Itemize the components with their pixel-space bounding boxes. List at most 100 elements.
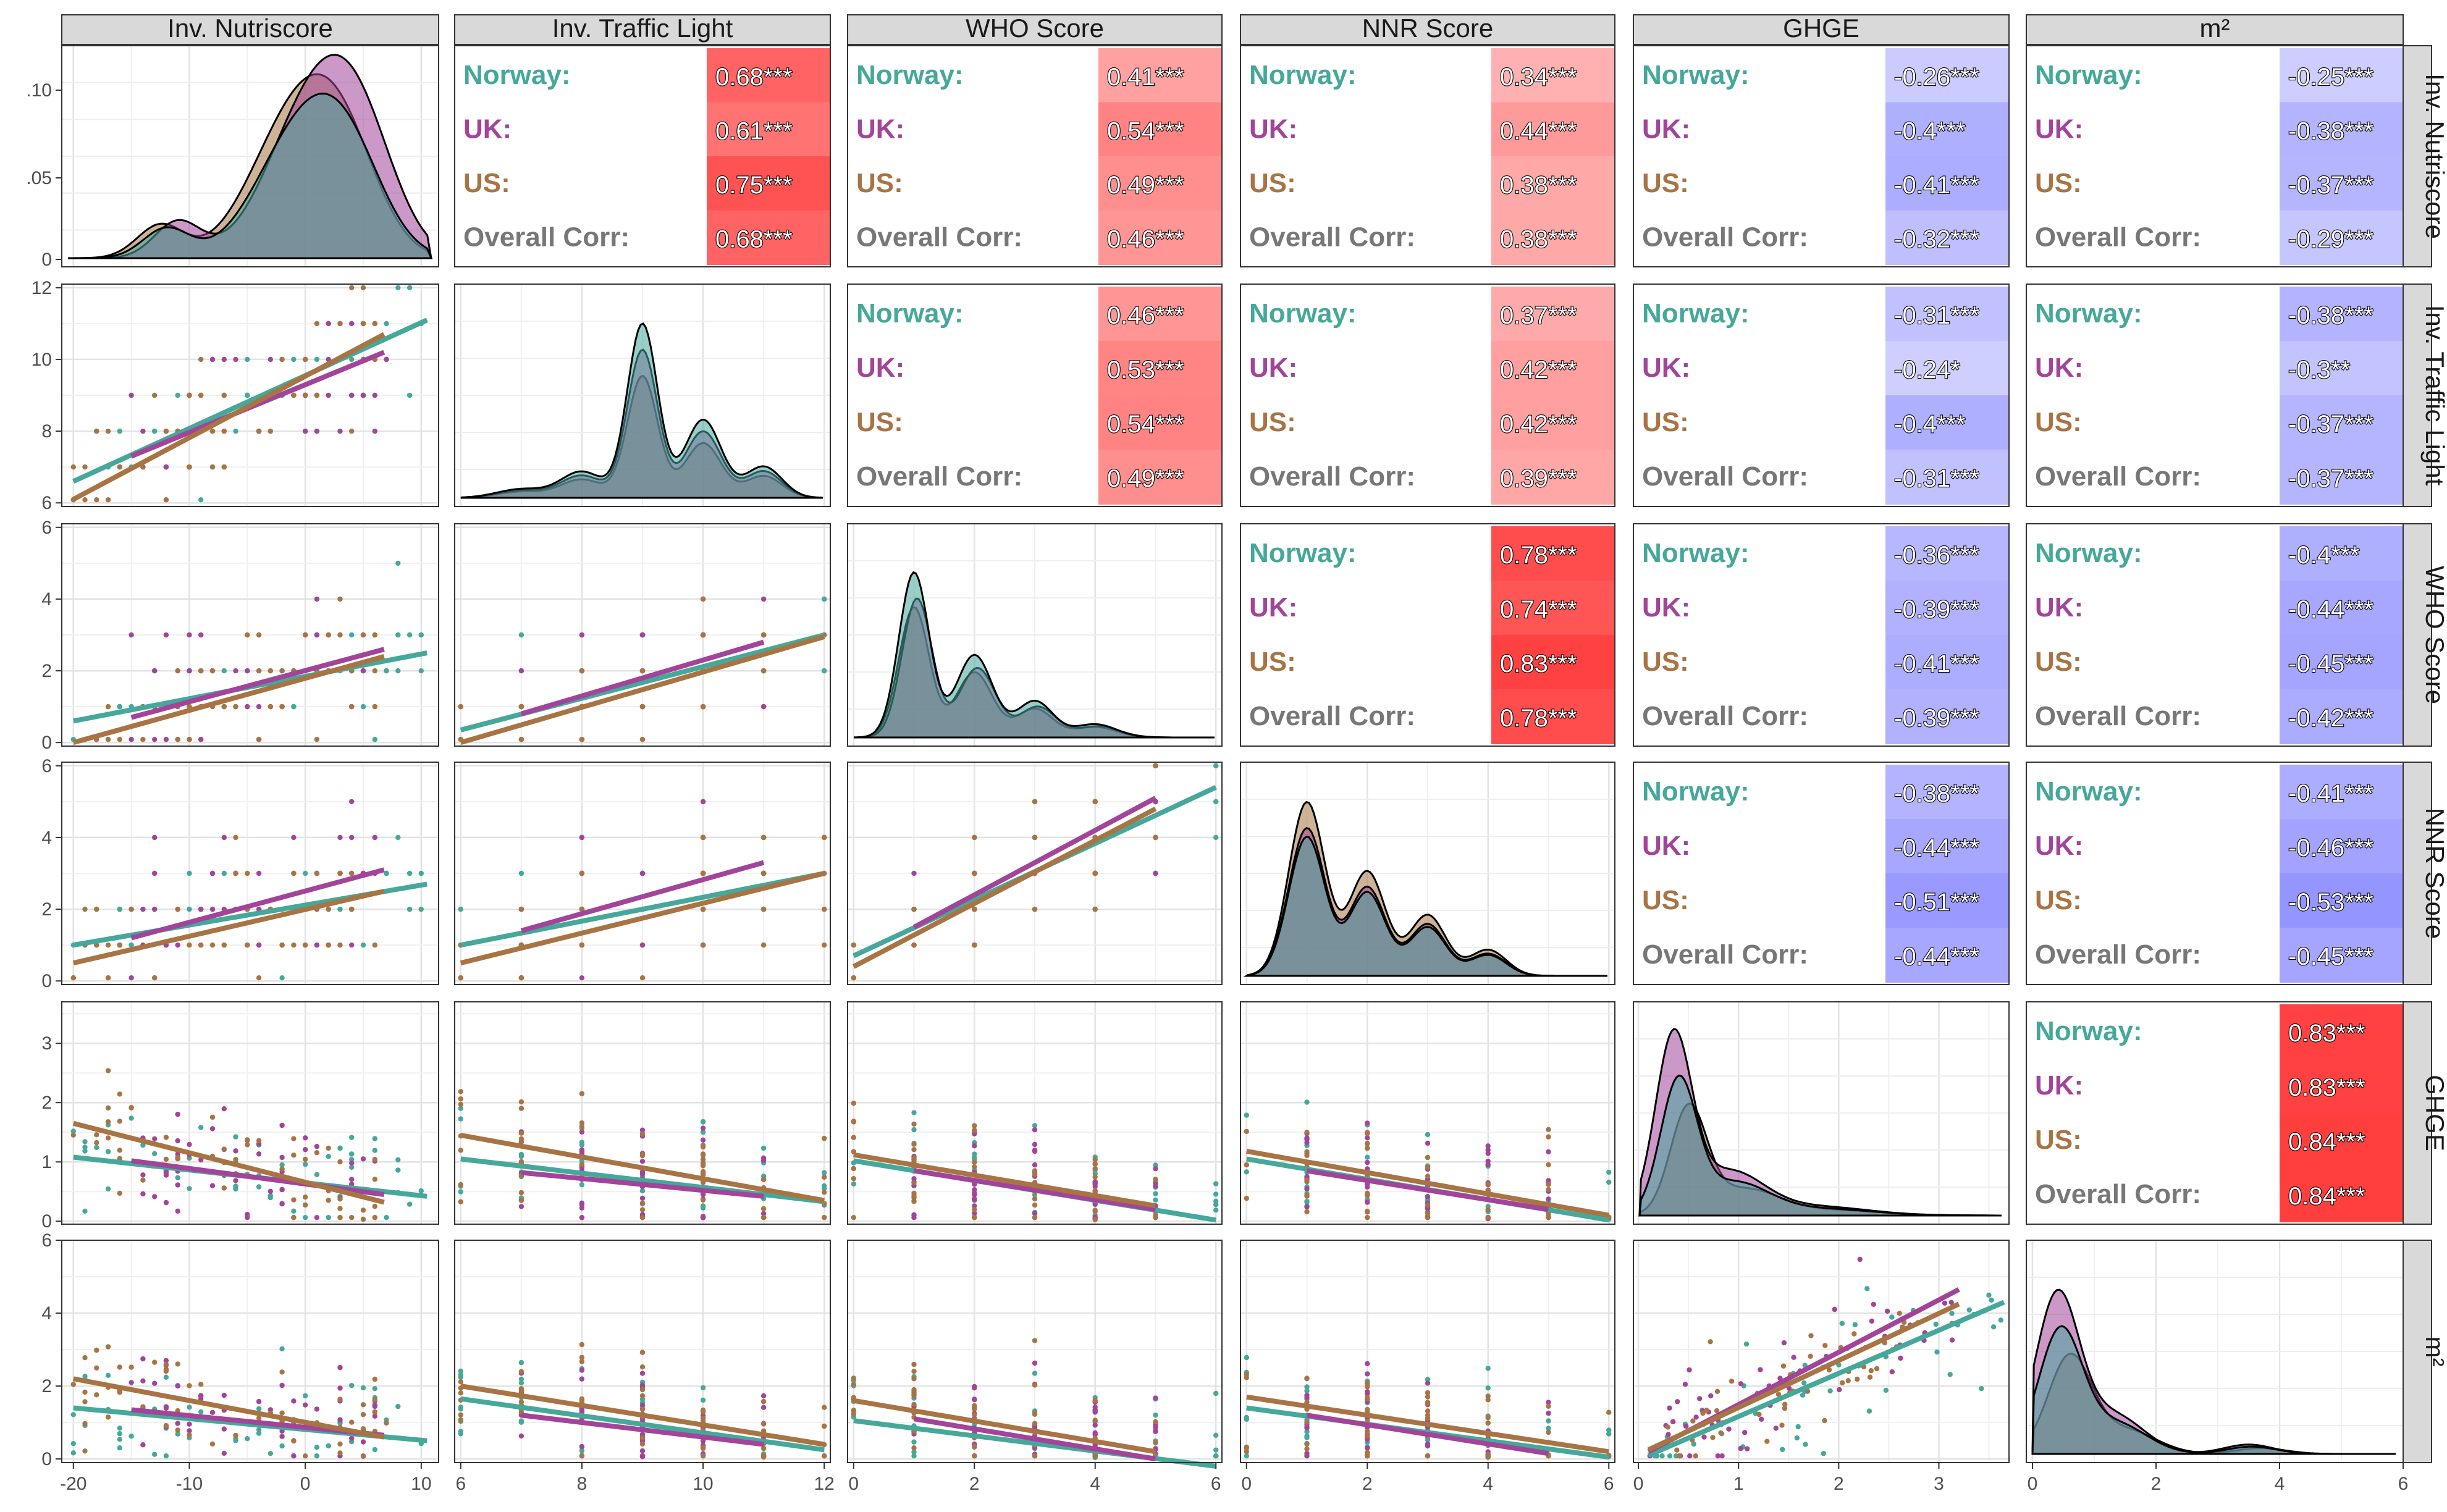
corr-group-label: Norway:: [856, 60, 964, 90]
point-norway: [198, 1125, 204, 1130]
corr-group-label: Norway:: [2035, 776, 2142, 807]
panel-border: [1240, 1240, 1615, 1463]
point-uk: [303, 1147, 308, 1153]
point-us: [518, 1136, 524, 1141]
point-norway: [1795, 1424, 1801, 1430]
y-tick-label: 10: [32, 350, 52, 370]
panel-border: [1633, 1001, 2010, 1225]
point-us: [303, 356, 308, 363]
point-us: [1729, 1379, 1735, 1384]
point-uk: [1153, 1429, 1158, 1434]
point-uk: [1898, 1355, 1903, 1361]
point-norway: [1606, 1427, 1612, 1433]
x-tick-label: 2: [1362, 1474, 1373, 1494]
point-norway: [117, 1445, 122, 1451]
panel-border: [847, 45, 1223, 267]
point-norway: [395, 1157, 401, 1163]
point-norway: [256, 1430, 262, 1436]
row-strip: [2403, 1001, 2432, 1225]
point-us: [245, 1142, 250, 1148]
panel-3-3: [1240, 762, 1615, 985]
panel-border: [2026, 1001, 2404, 1225]
point-us: [105, 1135, 111, 1141]
point-norway: [1990, 1324, 1997, 1330]
point-norway: [458, 1368, 463, 1374]
point-us: [140, 1404, 146, 1409]
point-us: [105, 1119, 111, 1125]
point-us: [198, 942, 204, 948]
point-us: [349, 704, 355, 710]
point-uk: [1425, 1140, 1431, 1146]
corr-group-label: Overall Corr:: [1642, 939, 1808, 970]
corr-value: -0.42***: [2288, 705, 2373, 732]
point-us: [82, 497, 88, 503]
y-tick-label: 4: [41, 1303, 52, 1324]
point-us: [579, 942, 585, 948]
point-us: [1485, 1415, 1491, 1421]
point-norway: [1304, 1434, 1310, 1439]
point-us: [256, 428, 262, 434]
point-us: [187, 464, 192, 470]
corr-group-label: UK:: [856, 114, 904, 144]
panel-border: [2026, 45, 2404, 267]
point-uk: [1092, 1405, 1098, 1410]
point-norway: [291, 356, 297, 363]
point-norway: [349, 1164, 355, 1170]
point-uk: [221, 1426, 227, 1432]
point-uk: [221, 1450, 227, 1456]
point-us: [822, 1215, 827, 1220]
point-us: [1700, 1410, 1706, 1416]
point-us: [267, 668, 273, 674]
y-tick-label: 2: [41, 1376, 52, 1396]
regression-line-us: [1246, 1148, 1609, 1218]
point-us: [851, 942, 857, 948]
point-us: [117, 464, 122, 470]
corr-cell: [1491, 156, 1615, 211]
point-us: [1365, 1191, 1370, 1197]
panel-4-3: [1240, 1001, 1615, 1225]
point-us: [337, 632, 343, 638]
corr-group-label: Overall Corr:: [856, 461, 1022, 492]
point-us: [279, 942, 285, 948]
point-us: [911, 1199, 917, 1204]
point-uk: [579, 632, 585, 638]
point-us: [851, 1382, 857, 1387]
point-norway: [349, 1135, 355, 1140]
point-norway: [360, 704, 366, 710]
y-tick-label: 12: [32, 278, 52, 298]
point-us: [911, 1180, 917, 1186]
x-tick-label: 4: [1483, 1474, 1493, 1494]
point-us: [105, 975, 111, 981]
corr-cell: [1098, 450, 1222, 505]
point-us: [326, 632, 331, 638]
point-us: [314, 870, 320, 876]
point-uk: [267, 356, 273, 363]
y-tick-label: 2: [41, 661, 52, 681]
point-norway: [911, 1110, 917, 1115]
point-us: [1032, 1382, 1038, 1388]
point-us: [105, 497, 111, 503]
point-uk: [152, 1194, 158, 1199]
point-us: [233, 834, 238, 841]
column-strip-label: m²: [2200, 14, 2230, 43]
corr-cell: [2280, 873, 2403, 928]
point-us: [372, 1409, 377, 1415]
corr-value: 0.46***: [1107, 302, 1184, 329]
point-norway: [372, 1386, 377, 1392]
point-uk: [140, 1356, 146, 1362]
point-norway: [82, 1148, 88, 1154]
point-us: [639, 1215, 646, 1220]
point-us: [1092, 870, 1098, 876]
point-us: [152, 1359, 158, 1365]
point-norway: [1213, 1191, 1219, 1197]
point-us: [152, 975, 158, 981]
point-us: [82, 1421, 88, 1427]
point-us: [314, 392, 320, 398]
point-us: [233, 870, 238, 876]
point-norway: [245, 1436, 250, 1442]
corr-cell: [1885, 526, 2009, 581]
point-norway: [1365, 1154, 1370, 1160]
point-uk: [1687, 1367, 1692, 1373]
x-tick-label: 10: [693, 1474, 713, 1494]
corr-value: 0.38***: [1500, 172, 1577, 199]
